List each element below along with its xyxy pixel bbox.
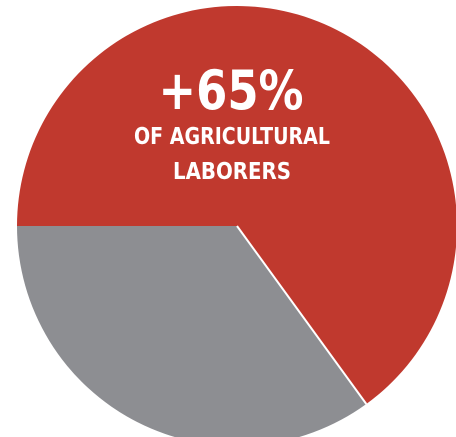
pie-slice-2 [17,226,367,437]
annotation-line-2: LABORERS [173,159,291,185]
pie-slices [17,6,456,437]
annotation-line-1: OF AGRICULTURAL [134,124,330,150]
percent-label: +65% [159,59,304,122]
pie-slice-1 [17,6,456,404]
slice-separator [236,225,368,405]
